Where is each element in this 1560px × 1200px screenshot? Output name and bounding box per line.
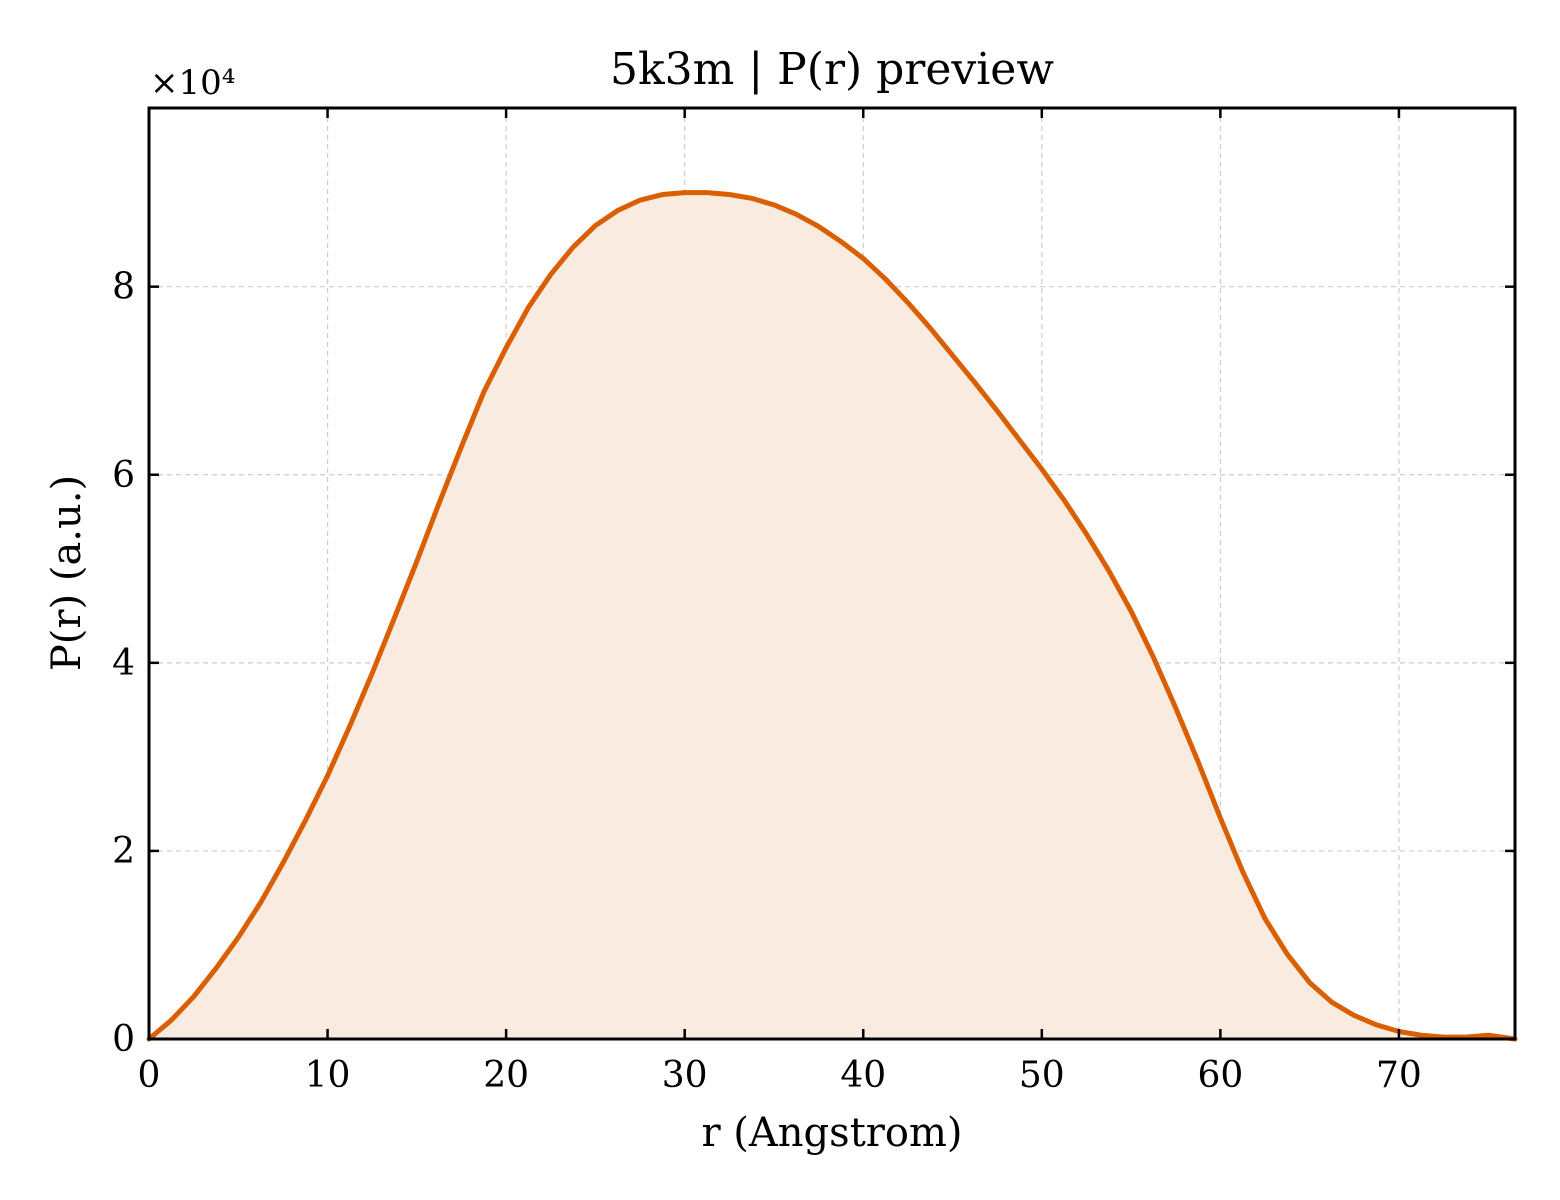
y-tick-label: 2 <box>112 831 135 872</box>
y-tick-label: 8 <box>112 267 135 308</box>
x-tick-label: 0 <box>138 1055 161 1096</box>
area-fill <box>149 192 1515 1039</box>
y-offset-label: ×10⁴ <box>150 63 235 103</box>
chart-title: 5k3m | P(r) preview <box>610 44 1054 95</box>
y-axis-label: P(r) (a.u.) <box>44 475 90 671</box>
x-tick-label: 50 <box>1019 1055 1065 1096</box>
x-tick-label: 40 <box>840 1055 886 1096</box>
x-tick-label: 70 <box>1376 1055 1422 1096</box>
axis-ticks: 0 10 20 30 40 50 60 70 0 2 4 6 8 <box>112 108 1515 1096</box>
x-tick-label: 60 <box>1197 1055 1243 1096</box>
x-tick-label: 30 <box>662 1055 708 1096</box>
x-axis-label: r (Angstrom) <box>701 1110 962 1156</box>
series-line <box>146 190 1518 1042</box>
x-tick-label: 10 <box>305 1055 351 1096</box>
y-tick-label: 0 <box>112 1019 135 1060</box>
y-tick-label: 6 <box>112 455 135 496</box>
plot-frame <box>147 106 1517 1041</box>
y-tick-label: 4 <box>112 643 135 684</box>
x-tick-label: 20 <box>483 1055 529 1096</box>
